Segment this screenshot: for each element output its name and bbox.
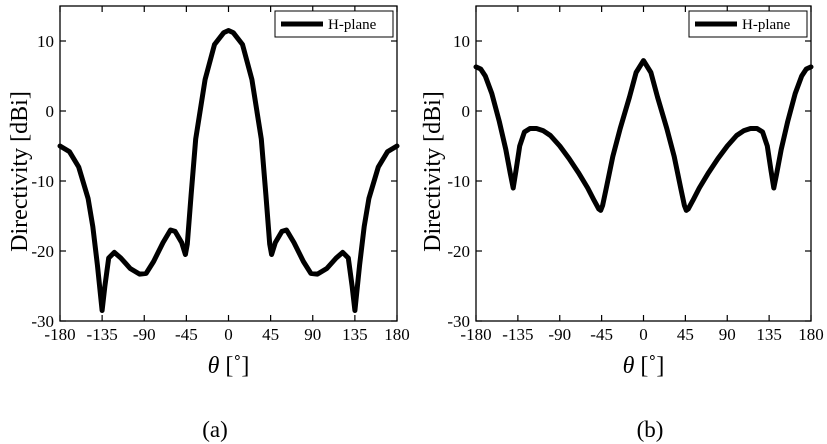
x-tick-label: -135 — [87, 325, 118, 344]
y-tick-label: 0 — [462, 102, 471, 121]
x-tick-label: -135 — [502, 325, 533, 344]
legend-label: H-plane — [742, 17, 791, 33]
x-tick-label: 0 — [639, 325, 648, 344]
y-tick-label: -20 — [447, 242, 470, 261]
x-tick-label: -180 — [44, 325, 75, 344]
x-tick-label: 90 — [719, 325, 736, 344]
x-tick-label: -180 — [460, 325, 491, 344]
series-line-h-plane — [57, 28, 400, 313]
x-axis-label: θ [˚] — [208, 353, 250, 379]
x-tick-label: 180 — [798, 325, 824, 344]
x-tick-label: -45 — [175, 325, 198, 344]
x-tick-label: 0 — [224, 325, 233, 344]
y-tick-label: 0 — [46, 102, 55, 121]
x-axis-symbol: θ — [208, 353, 220, 379]
x-tick-label: 90 — [304, 325, 321, 344]
y-tick-label: -10 — [31, 172, 54, 191]
plot-frame — [59, 5, 398, 322]
x-tick-label: 45 — [677, 325, 694, 344]
x-tick-label: 180 — [384, 325, 410, 344]
x-tick-label: -90 — [133, 325, 156, 344]
x-axis-unit: [˚] — [634, 353, 664, 379]
y-tick-label: 10 — [37, 32, 54, 51]
x-axis-symbol: θ — [623, 353, 635, 379]
y-axis-label: Directivity [dBi] — [420, 91, 446, 252]
y-tick-label: -30 — [447, 312, 470, 331]
x-tick-label: -45 — [590, 325, 613, 344]
series-line-h-plane — [473, 58, 814, 213]
y-tick-label: -10 — [447, 172, 470, 191]
panel-caption: (b) — [637, 417, 664, 442]
x-axis-label: θ [˚] — [623, 353, 665, 379]
y-tick-label: -20 — [31, 242, 54, 261]
x-axis-unit: [˚] — [219, 353, 249, 379]
chart-panel-a: -180 -135 -90 -45 0 45 90 135 180 -30 -20 -10 0 10 Dir… — [7, 5, 410, 442]
chart-panel-b: -180 -135 -90 -45 0 45 90 135 180 -30 -20 -10 0 10 Dir… — [420, 5, 824, 442]
x-tick-label: 135 — [756, 325, 782, 344]
x-tick-label: 135 — [342, 325, 368, 344]
y-tick-label: 10 — [453, 32, 470, 51]
x-tick-label: -90 — [548, 325, 571, 344]
x-tick-label: 45 — [262, 325, 279, 344]
y-tick-label: -30 — [31, 312, 54, 331]
panel-caption: (a) — [202, 417, 228, 442]
plot-frame — [475, 5, 812, 322]
y-axis-label: Directivity [dBi] — [7, 91, 33, 252]
legend-label: H-plane — [328, 17, 377, 33]
